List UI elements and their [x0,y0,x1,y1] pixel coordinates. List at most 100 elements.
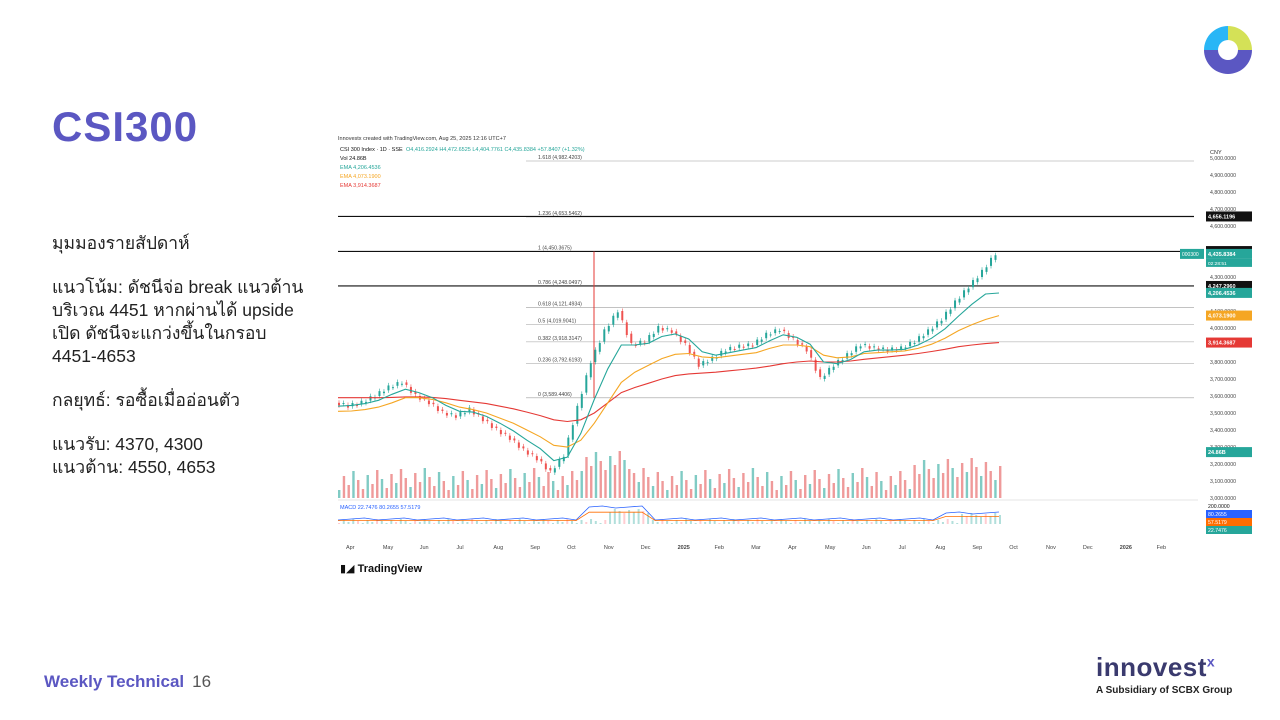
volume-bar [946,459,950,498]
volume-bar [689,489,693,498]
candle-body [936,321,939,328]
volume-bar [509,469,512,498]
macd-signal-line [338,511,999,522]
volume-bar [861,468,864,498]
volume-bar [675,485,679,498]
macd-histogram-bar [494,519,497,524]
candle-body [585,375,588,393]
volume-bar [661,481,664,498]
macd-histogram-bar [433,523,436,524]
volume-bar [875,472,878,498]
macd-histogram-bar [437,520,440,524]
macd-histogram-bar [970,513,973,524]
candle-body [990,257,993,266]
candle-body [355,405,358,407]
macd-histogram-bar [661,519,664,524]
macd-histogram-bar [380,521,383,524]
macd-histogram-bar [727,522,730,524]
candle-body [450,413,453,415]
macd-histogram-bar [899,519,902,524]
y-tick-label: 4,900.0000 [1210,173,1236,179]
volume-bar [785,485,788,498]
volume-bar [371,484,374,498]
volume-bar [742,473,745,498]
volume-bar [937,464,940,498]
y-tick-label: 4,300.0000 [1210,275,1236,281]
volume-bar [342,476,346,498]
volume-bar [471,489,474,498]
fib-label: 1.618 (4,982.4203) [538,155,582,161]
volume-bar [818,479,821,498]
candle-body [499,430,502,435]
candle-body [558,459,561,467]
candle-body [571,425,574,440]
volume-bar [466,480,469,498]
volume-bar [685,480,688,498]
macd-histogram-bar [922,519,925,524]
x-tick-label: Mar [751,545,761,551]
x-tick-label: May [383,545,394,551]
candle-body [544,463,547,470]
x-tick-label: Sep [530,545,540,551]
y-tick-label: 3,400.0000 [1210,428,1236,434]
volume-bar [494,488,498,498]
volume-bar [827,474,831,498]
macd-histogram-bar [913,520,916,524]
candle-body [747,343,750,347]
macd-histogram-bar [823,522,826,524]
macd-histogram-bar [637,509,640,524]
volume-bar [842,478,845,498]
volume-bar [623,460,626,498]
macd-histogram-bar [361,523,364,524]
volume-bar [399,469,403,498]
candle-body [657,325,660,333]
candle-body [819,369,822,377]
macd-histogram-bar [518,519,521,524]
macd-histogram-bar [965,516,968,524]
footer-label: Weekly Technical [44,672,185,691]
volume-bar [851,473,854,498]
macd-histogram-bar [751,522,754,524]
candle-body [711,356,714,361]
chart-svg: Innovestx created with TradingView.com, … [337,136,1252,551]
macd-histogram-bar [685,519,688,524]
macd-tag-label: 80.2655 [1208,512,1227,518]
candle-body [490,423,493,428]
candle-body [405,382,408,385]
volume-bar [395,483,398,498]
candle-body [778,331,781,333]
candle-body [972,280,975,288]
macd-histogram-bar [851,519,854,524]
candle-body [396,382,399,386]
price-tag-label: 4,435.8384 [1208,252,1236,258]
macd-histogram-bar [785,521,788,524]
volume-bar [899,471,902,498]
volume-bar [380,479,384,498]
resistance-text: แนวต้าน: 4550, 4653 [52,457,216,477]
candle-body [927,329,930,335]
candle-body [360,400,363,404]
macd-histogram-bar [528,523,531,524]
macd-histogram-bar [551,523,554,524]
macd-histogram-bar [504,523,507,524]
fib-label: 0.618 (4,121.4934) [538,301,582,307]
volume-bar [647,477,650,498]
macd-histogram-bar [670,523,673,524]
candle-body [805,346,808,352]
macd-histogram-bar [799,522,802,524]
candle-body [994,255,997,260]
macd-histogram-bar [865,520,868,524]
candle-body [864,344,867,346]
y-tick-label: 3,000.0000 [1210,496,1236,502]
candle-body [837,359,840,366]
macd-histogram-bar [889,520,892,524]
macd-histogram-bar [666,521,669,524]
volume-bar [889,476,893,498]
volume-bar [870,486,874,498]
y-tick-label: 4,000.0000 [1210,326,1236,332]
macd-histogram-bar [689,521,692,524]
macd-histogram-bar [718,523,721,524]
macd-tag-box [1206,518,1252,526]
macd-histogram-bar [461,520,464,524]
macd-histogram-bar [404,521,407,524]
